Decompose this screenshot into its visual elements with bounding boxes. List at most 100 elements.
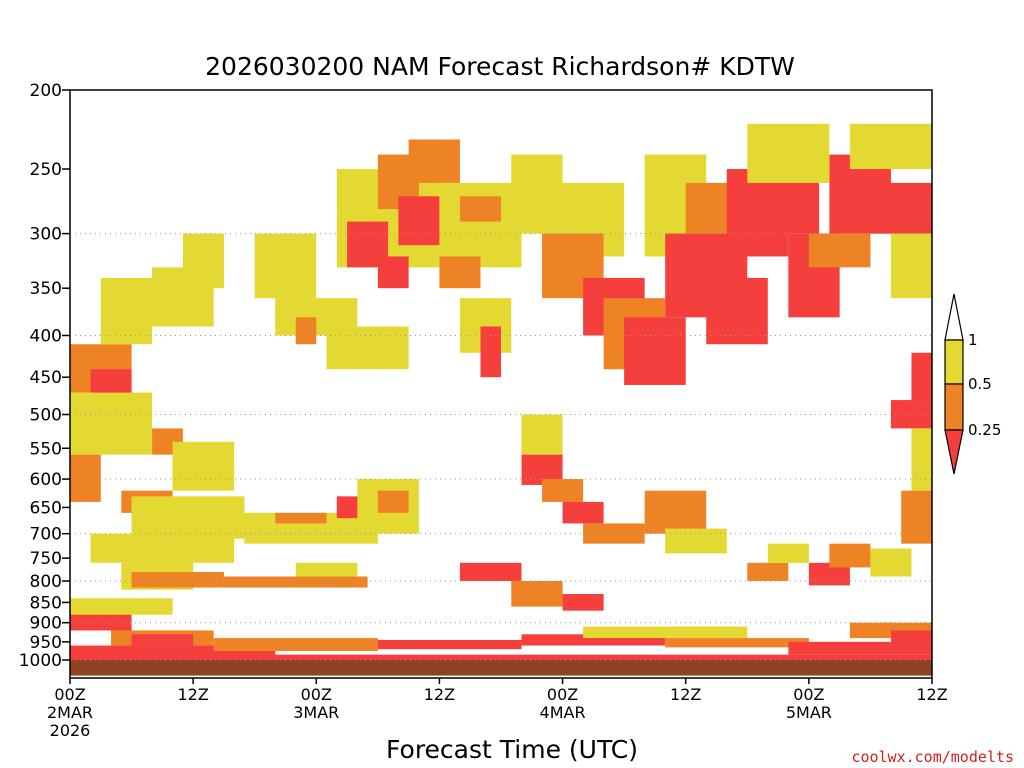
y-tick-label: 350 [30,279,62,299]
y-tick-label: 200 [30,81,62,101]
y-tick-label: 500 [30,406,62,426]
ri-cell-yellow [439,182,522,268]
ri-cell-yellow [665,528,727,554]
ri-cell-yellow [870,548,912,577]
y-axis: 200 250 300 350 400 450 500 550 600 650 700 750 8008… [19,81,70,671]
ri-cell-ground [70,660,932,676]
y-tick-label: 950 [30,633,62,653]
data-cells [70,123,932,676]
ri-cell-red [70,645,276,657]
ri-cell-yellow [100,277,153,345]
ri-cell-yellow [182,233,224,289]
ri-cell-yellow [747,123,830,183]
ri-cell-orange [459,196,501,222]
ri-cell-orange [377,490,409,513]
ri-cell-orange [583,523,645,544]
ri-cell-orange [408,139,460,183]
credit-link[interactable]: coolwx.com/modelts [851,748,1014,766]
x-tick-label: 12Z [670,685,701,704]
ri-cell-orange [223,576,337,588]
ri-cell-red [70,654,932,660]
x-tick-label: 12Z [424,685,455,704]
y-tick-label: 250 [30,160,62,180]
colorbar-label: 1 [968,331,978,349]
ri-cell-orange [829,543,871,568]
y-tick-label: 450 [30,368,62,388]
ri-cell-red [870,182,932,234]
ri-cell-orange [439,256,481,289]
y-tick-label: 600 [30,470,62,490]
ri-cell-yellow [583,626,748,639]
colorbar-label: 0.25 [968,421,1001,439]
ri-cell-red [562,594,604,611]
x-tick-label: 00Z [547,685,578,704]
x-tick-label: 2MAR [47,703,93,722]
colorbar: 1 0.5 0.25 [944,293,1001,475]
ri-cell-yellow [521,414,563,455]
x-tick-label: 00Z [301,685,332,704]
ri-cell-orange [316,576,368,588]
x-tick-label: 3MAR [293,703,339,722]
ri-cell-yellow [70,392,153,455]
ri-cell-yellow [172,441,235,491]
ri-cell-red [459,562,522,581]
ri-cell-red [131,634,194,646]
y-tick-label: 550 [30,439,62,459]
x-tick-label: 2026 [50,721,91,740]
ri-cell-orange [511,580,563,607]
ri-cell-yellow [295,562,358,577]
y-tick-label: 1000 [19,651,62,671]
ri-cell-orange [901,490,932,544]
ri-cell-yellow [511,154,563,234]
ri-cell-yellow [890,233,932,299]
ri-cell-orange [644,490,707,534]
x-tick-label: 00Z [793,685,824,704]
y-tick-label: 650 [30,498,62,518]
x-tick-label: 5MAR [786,703,832,722]
ri-cell-yellow [911,428,932,491]
ri-cell-red [480,326,501,378]
ri-cell-red [890,630,932,646]
colorbar-label: 0.5 [968,375,992,393]
ri-cell-yellow [849,123,932,170]
ri-cell-red [398,196,440,246]
ri-cell-orange [542,479,584,502]
ri-cell-orange [808,233,871,268]
x-tick-label: 4MAR [540,703,586,722]
ri-cell-orange [275,512,327,524]
ri-cell-orange [665,638,809,648]
y-tick-label: 750 [30,549,62,569]
ri-cell-yellow [326,326,409,370]
ri-cell-red [90,369,132,397]
y-tick-label: 700 [30,525,62,545]
colorbar-bin-yellow [944,339,964,385]
colorbar-bottom-arrow [944,429,964,475]
ri-cell-orange [70,454,101,502]
ri-cell-yellow [70,598,173,615]
y-tick-label: 850 [30,593,62,613]
ri-cell-red [70,610,132,631]
ri-cell-orange [295,317,317,345]
ri-cell-orange [747,562,789,581]
y-tick-label: 900 [30,614,62,634]
ri-cell-red [624,317,686,385]
ri-cell-orange [131,572,224,588]
ri-cell-red [562,501,604,524]
x-axis-label: Forecast Time (UTC) [386,735,638,764]
ri-cell-red [911,352,932,401]
x-tick-label: 00Z [54,685,85,704]
ri-cell-yellow [254,233,317,299]
ri-cell-yellow [90,533,235,563]
ri-cell-yellow [767,543,809,563]
ri-cell-red [377,256,409,289]
ri-cell-red [808,562,850,586]
x-tick-label: 12Z [916,685,947,704]
ri-cell-yellow [131,496,245,539]
colorbar-top-arrow [944,293,964,341]
x-tick-label: 12Z [177,685,208,704]
ri-cell-orange [213,638,378,652]
ri-cell-red [377,639,522,650]
y-tick-label: 300 [30,225,62,245]
